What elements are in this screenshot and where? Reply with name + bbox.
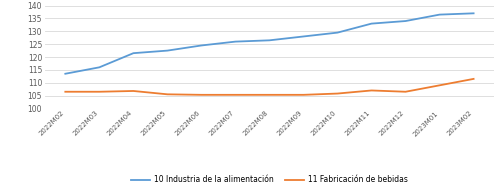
11 Fabricación de bebidas <box>96 91 102 93</box>
Legend: 10 Industria de la alimentación, 11 Fabricación de bebidas: 10 Industria de la alimentación, 11 Fabr… <box>128 172 411 187</box>
10 Industria de la alimentación <box>334 31 340 34</box>
10 Industria de la alimentación <box>471 12 477 14</box>
11 Fabricación de bebidas <box>233 94 239 96</box>
Line: 10 Industria de la alimentación: 10 Industria de la alimentación <box>65 13 474 74</box>
10 Industria de la alimentación <box>199 44 205 47</box>
10 Industria de la alimentación <box>62 73 68 75</box>
11 Fabricación de bebidas <box>471 78 477 80</box>
10 Industria de la alimentación <box>96 66 102 68</box>
11 Fabricación de bebidas <box>300 94 306 96</box>
10 Industria de la alimentación <box>437 13 443 16</box>
11 Fabricación de bebidas <box>369 89 375 92</box>
11 Fabricación de bebidas <box>164 93 170 95</box>
11 Fabricación de bebidas <box>130 90 136 92</box>
10 Industria de la alimentación <box>130 52 136 54</box>
10 Industria de la alimentación <box>266 39 272 42</box>
10 Industria de la alimentación <box>164 50 170 52</box>
Line: 11 Fabricación de bebidas: 11 Fabricación de bebidas <box>65 79 474 95</box>
11 Fabricación de bebidas <box>334 92 340 95</box>
10 Industria de la alimentación <box>233 41 239 43</box>
11 Fabricación de bebidas <box>266 94 272 96</box>
10 Industria de la alimentación <box>403 20 409 22</box>
11 Fabricación de bebidas <box>403 91 409 93</box>
11 Fabricación de bebidas <box>437 84 443 86</box>
11 Fabricación de bebidas <box>62 91 68 93</box>
10 Industria de la alimentación <box>369 22 375 25</box>
10 Industria de la alimentación <box>300 35 306 38</box>
11 Fabricación de bebidas <box>199 94 205 96</box>
